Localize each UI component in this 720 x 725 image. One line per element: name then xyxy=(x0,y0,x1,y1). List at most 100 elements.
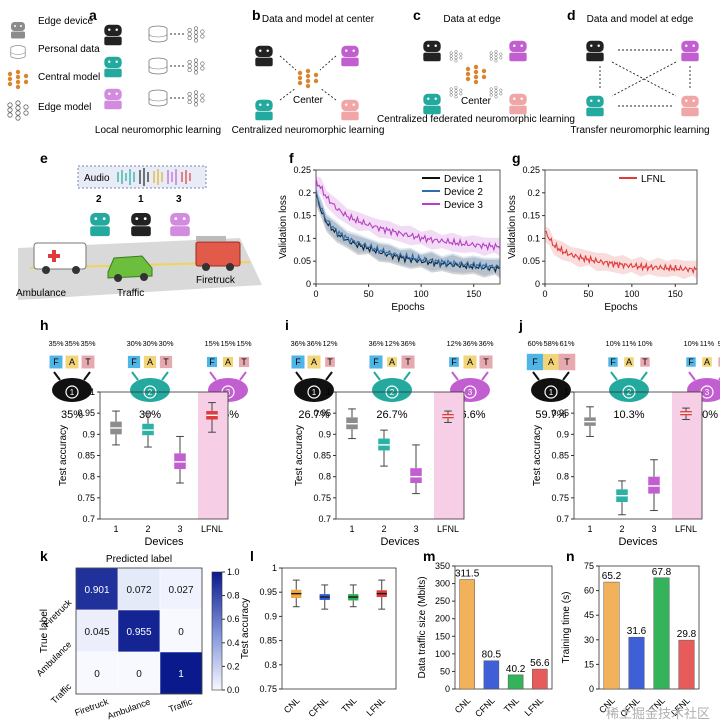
y-tick-label: 100 xyxy=(435,649,450,659)
antenna xyxy=(610,371,618,381)
y-tick-label: 1 xyxy=(272,563,277,573)
y-tick-label: 0.75 xyxy=(77,493,95,503)
y-axis-label: Data traffic size (Mbits) xyxy=(417,576,428,678)
panel-a: Edge device Personal data Central model … xyxy=(7,7,221,136)
fat-percent: 61% xyxy=(559,339,574,348)
x-tick-label: LFNL xyxy=(201,524,223,534)
x-axis-label: Devices xyxy=(618,536,658,548)
device-robot-icon xyxy=(170,208,190,237)
device-robot-icon xyxy=(681,92,699,117)
fat-letter: A xyxy=(467,357,473,367)
y-tick-label: 0 xyxy=(589,684,594,694)
plot-frame xyxy=(598,565,700,690)
panel-j: j 60%F58%A61%T159.7%10%F11%A10%T210.3%10… xyxy=(518,317,720,548)
bar-tnl xyxy=(653,577,670,690)
boxplot-j: 0.7 0.75 0.8 0.85 0.9 0.95 1 1 2 3 LFNL Devices Test… xyxy=(532,387,703,548)
fat-block-t xyxy=(325,357,335,367)
device-robot-icon xyxy=(52,378,92,402)
device-number: 1 xyxy=(70,388,75,397)
panel-label-f: f xyxy=(289,150,294,166)
y-tick-label: 60 xyxy=(584,586,594,596)
y-tick-label: 0 xyxy=(535,279,540,289)
heatmap-cell xyxy=(117,609,161,653)
panel-f: f 0 0.05 0.1 0.15 0.2 0.25 0 50 100 150 Epochs Vali… xyxy=(278,150,501,313)
fat-block-a xyxy=(463,355,477,369)
edge-model-icon xyxy=(489,50,503,63)
device-robot-icon xyxy=(586,37,604,62)
device-robot-icon xyxy=(681,37,699,62)
ambulance-icon xyxy=(33,242,87,274)
panel-c-title: Data at edge xyxy=(443,14,501,25)
fat-percent: 60% xyxy=(527,339,542,348)
colorbar-tick-label: 1.0 xyxy=(227,567,240,577)
antenna xyxy=(295,371,303,381)
antenna xyxy=(373,371,381,381)
x-tick-label: CNL xyxy=(453,695,473,715)
plot-frame xyxy=(315,169,501,285)
device-robot-icon xyxy=(341,42,359,67)
heatmap-cell xyxy=(159,609,203,653)
antenna xyxy=(239,371,247,381)
box-3 xyxy=(410,468,422,484)
bar-lfnl xyxy=(532,668,548,690)
legend-edge-device: Edge device xyxy=(38,16,93,27)
legend-label: LFNL xyxy=(641,174,666,185)
y-tick-label: 350 xyxy=(435,561,450,571)
plot-frame xyxy=(281,567,397,690)
y-tick-label: 0.25 xyxy=(293,165,311,175)
antenna xyxy=(451,371,459,381)
edge-model-icon xyxy=(187,90,205,107)
panel-label-k: k xyxy=(40,548,48,564)
y-tick-label: 0.7 xyxy=(82,514,95,524)
scene-ambulance: Ambulance xyxy=(16,288,66,299)
heatmap-cell xyxy=(75,567,119,611)
y-tick-label: 250 xyxy=(435,596,450,606)
personal-data-icon xyxy=(148,57,168,75)
fat-block-f xyxy=(291,355,305,369)
colorbar-tick-label: 0.2 xyxy=(227,661,240,671)
y-tick-label: 0.8 xyxy=(318,472,331,482)
y-tick-label: 15 xyxy=(584,659,594,669)
antenna xyxy=(481,371,489,381)
fat-letter: A xyxy=(225,357,231,367)
bar-value-label: 80.5 xyxy=(482,650,502,661)
personal-data-icon xyxy=(148,89,168,107)
panel-label-e: e xyxy=(40,150,48,166)
fat-percent: 36% xyxy=(400,339,415,348)
x-tick-label: TNL xyxy=(340,695,359,714)
panel-b-title: Data and model at center xyxy=(262,14,375,25)
device-number-1: 1 xyxy=(138,194,144,205)
x-tick-label: CFNL xyxy=(306,695,330,719)
device-number-3: 3 xyxy=(176,194,182,205)
x-tick-label: 3 xyxy=(413,524,418,534)
confusion-matrix: Predicted label 0.901 0.072 0.027 0.045 0.955… xyxy=(35,554,240,721)
heatmap-frame xyxy=(75,567,203,695)
y-tick-label: 0.9 xyxy=(318,429,331,439)
panel-label-g: g xyxy=(512,150,521,166)
y-tick-label: 0.95 xyxy=(551,408,569,418)
fat-block-t xyxy=(238,356,250,368)
bar-value-label: 65.2 xyxy=(602,571,622,582)
device-distribution-h: 35% F 35% A 35% T 1 35% 30% F 30% A 30% T 2 30% 15% F 15% A… xyxy=(48,339,251,421)
legend-personal-data: Personal data xyxy=(38,44,100,55)
edge-model-icon xyxy=(489,86,503,99)
panel-e: e Audio 2 1 3 xyxy=(16,150,262,300)
fat-letter: T xyxy=(163,357,169,367)
y-tick-label: 0.2 xyxy=(527,188,540,198)
y-axis-label: Validation loss xyxy=(278,195,289,259)
y-tick-label: 0.85 xyxy=(77,451,95,461)
legend-central-model: Central model xyxy=(38,72,100,83)
series-band-lfnl xyxy=(545,226,697,280)
x-tick-label: 2 xyxy=(619,524,624,534)
legend: Edge device Personal data Central model … xyxy=(7,16,100,121)
heatmap-value: 1 xyxy=(178,669,184,680)
panel-c: c Data at edge Center Centralized federa… xyxy=(377,7,575,125)
y-tick-label: 0.7 xyxy=(556,514,569,524)
panel-label-j: j xyxy=(518,317,523,333)
fat-letter: A xyxy=(311,357,317,367)
device-badge xyxy=(65,385,79,399)
firetruck-icon xyxy=(195,236,241,271)
y-tick-label: 0.85 xyxy=(313,451,331,461)
fat-percent: 12% xyxy=(446,339,461,348)
